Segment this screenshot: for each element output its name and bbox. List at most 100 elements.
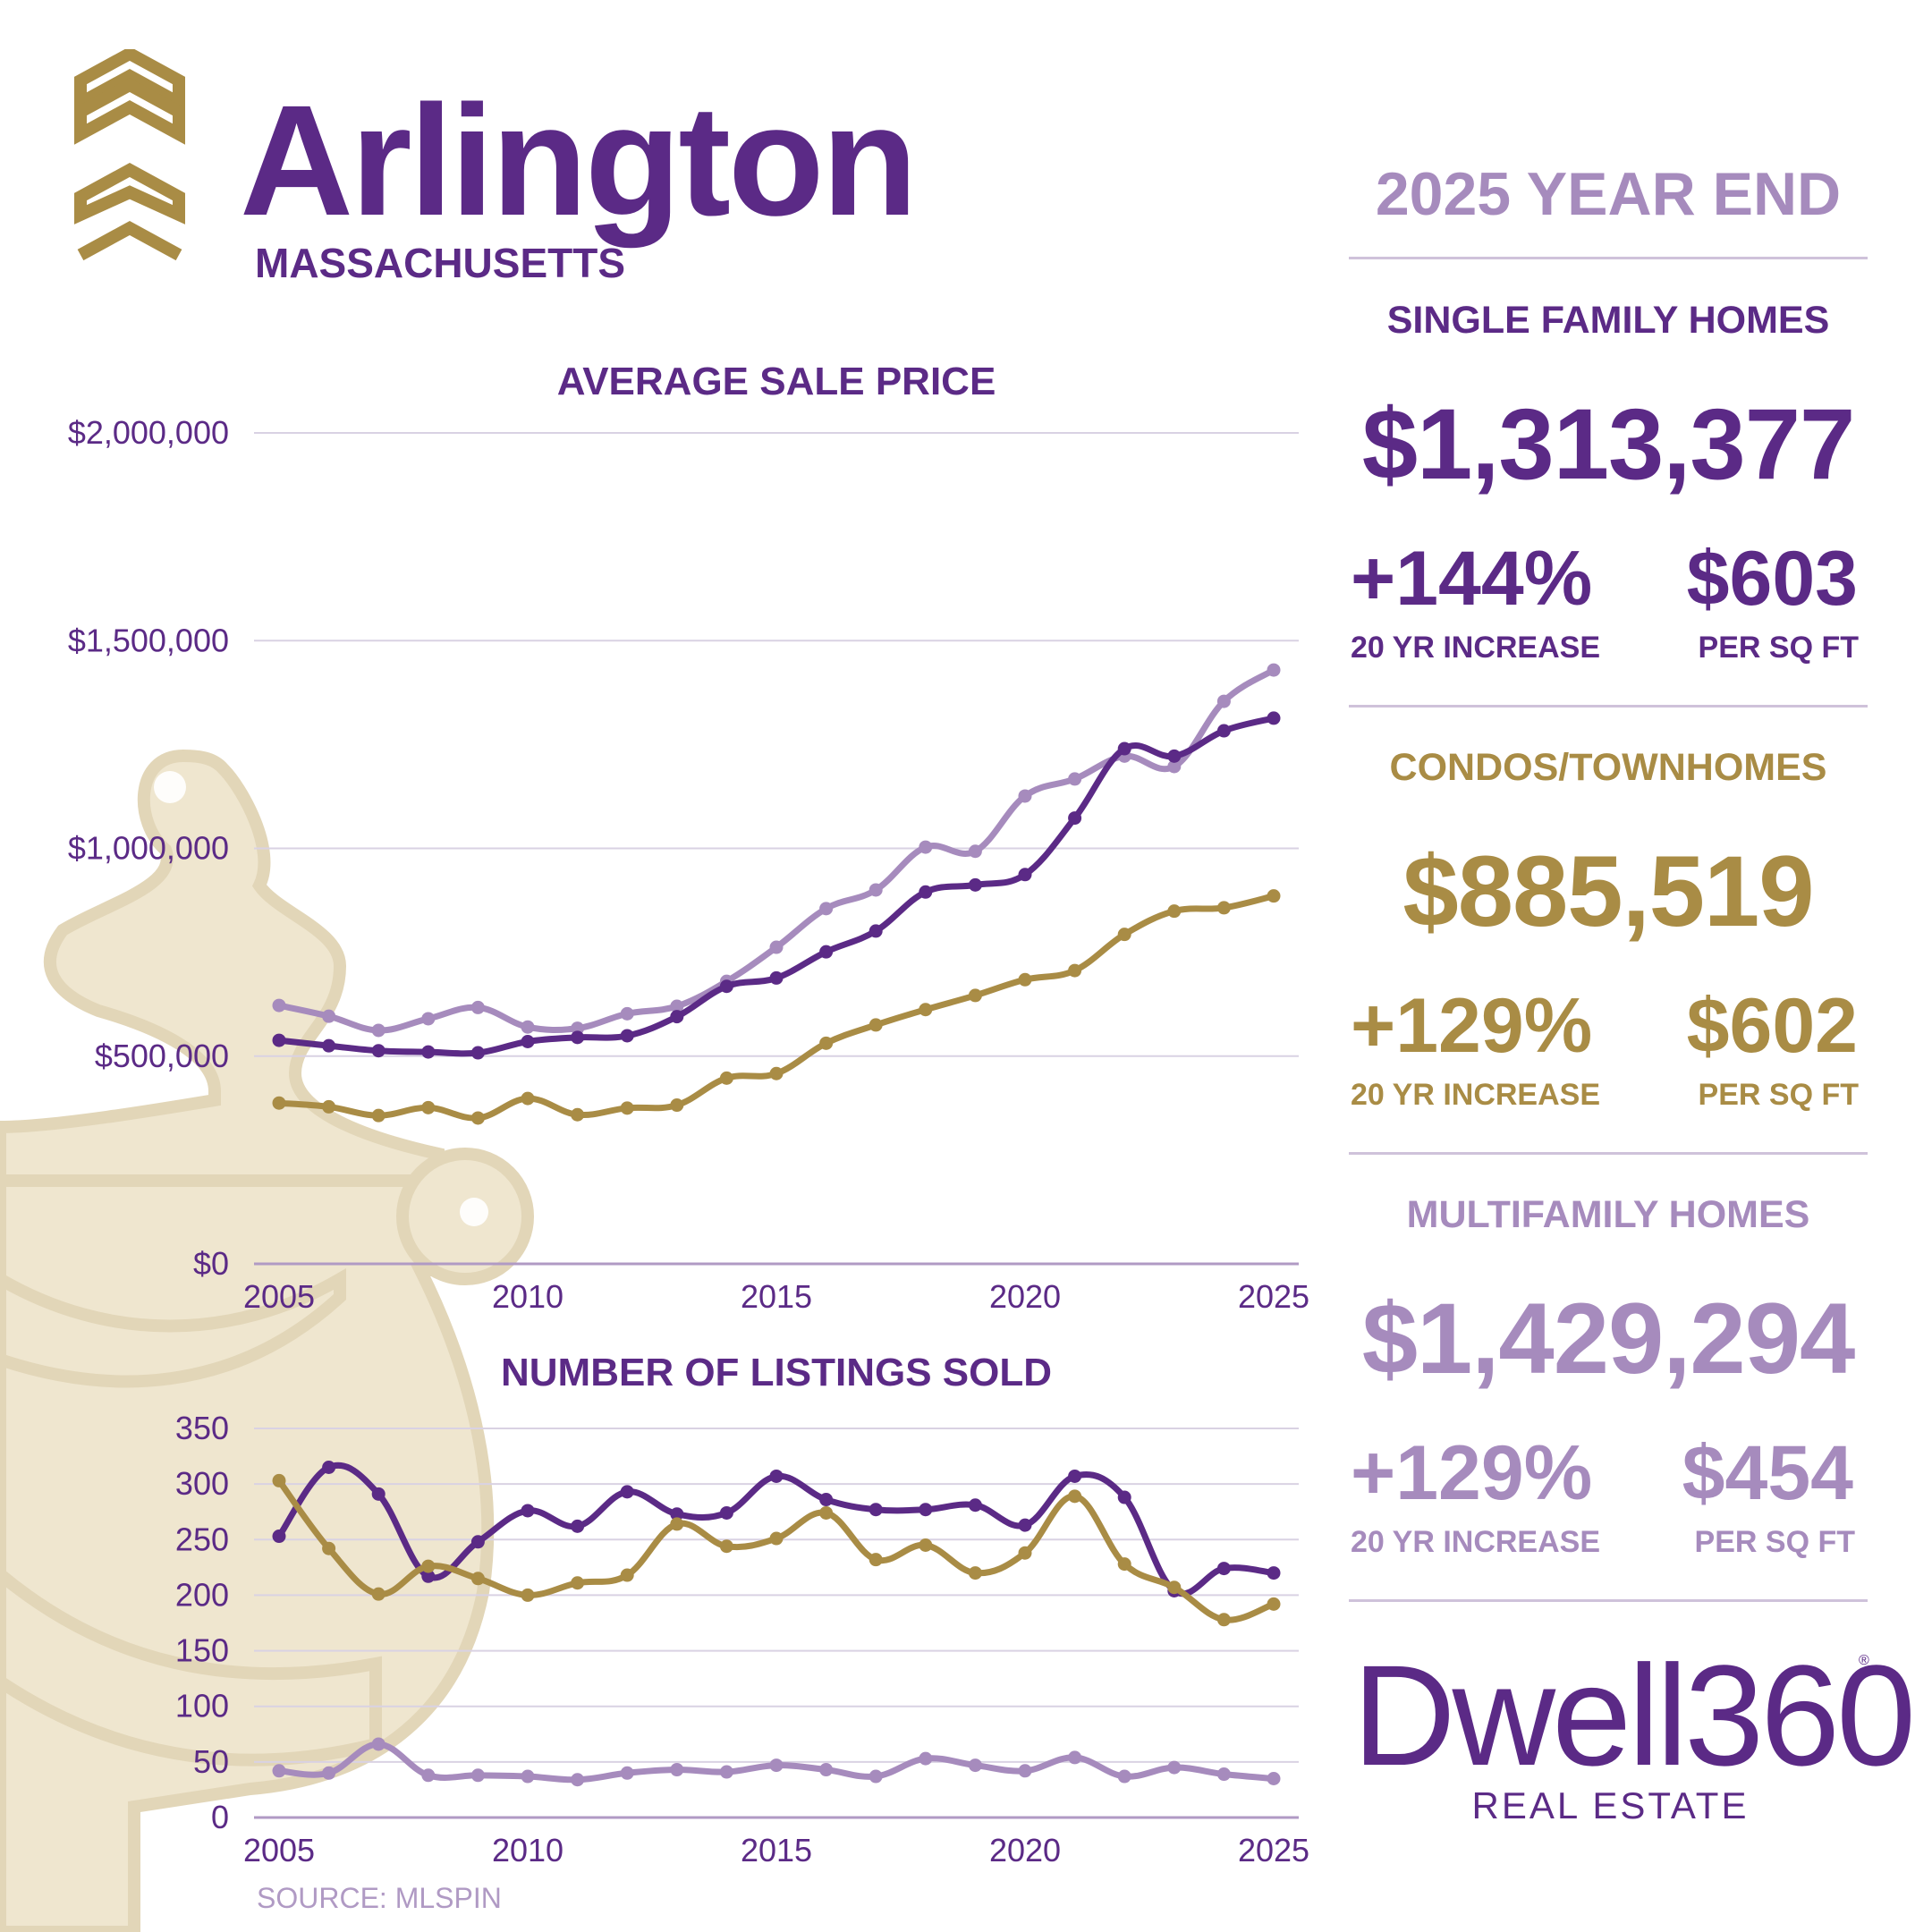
brand-logo: Dwell360	[1352, 1635, 1916, 1795]
data-point	[470, 1000, 485, 1014]
source-note: SOURCE: MLSPIN	[257, 1882, 502, 1914]
data-point	[1267, 1597, 1281, 1611]
data-point	[1068, 1469, 1082, 1483]
data-point	[1068, 963, 1082, 978]
y-tick-label: 100	[175, 1688, 229, 1724]
multifamily-per-sqft: $454	[1682, 1430, 1853, 1516]
data-point	[620, 1101, 634, 1115]
multifamily-increase: +129%	[1351, 1430, 1593, 1516]
data-point	[421, 1100, 436, 1114]
data-point	[421, 1559, 436, 1573]
data-point	[421, 1012, 436, 1026]
single-family-title: SINGLE FAMILY HOMES	[1386, 299, 1830, 342]
data-point	[1018, 1518, 1032, 1532]
data-point	[919, 1503, 933, 1517]
data-point	[819, 1493, 834, 1507]
data-point	[670, 1763, 684, 1777]
data-point	[1068, 1489, 1082, 1504]
data-point	[1018, 1546, 1032, 1560]
single-family-price: $1,313,377	[1361, 388, 1856, 500]
data-point	[670, 1517, 684, 1531]
data-point	[769, 1531, 784, 1546]
single-family-increase-label: 20 YR INCREASE	[1351, 631, 1601, 665]
y-tick-label: 200	[175, 1576, 229, 1613]
data-point	[470, 1046, 485, 1060]
data-point	[819, 945, 834, 959]
data-point	[470, 1535, 485, 1549]
multifamily-increase-label: 20 YR INCREASE	[1351, 1525, 1601, 1559]
x-tick-label: 2010	[492, 1832, 564, 1868]
data-point	[322, 1766, 336, 1780]
data-point	[521, 1769, 535, 1784]
data-point	[272, 1530, 286, 1544]
y-tick-label: 350	[175, 1410, 229, 1446]
data-point	[919, 1538, 933, 1552]
data-point	[371, 1587, 386, 1601]
data-point	[272, 1764, 286, 1778]
data-point	[1216, 724, 1231, 738]
data-point	[620, 1029, 634, 1043]
y-tick-label: $0	[193, 1245, 229, 1282]
data-point	[719, 979, 733, 994]
data-point	[421, 1569, 436, 1583]
data-point	[1018, 972, 1032, 987]
listings-chart-title: NUMBER OF LISTINGS SOLD	[501, 1351, 1052, 1394]
data-point	[769, 1066, 784, 1080]
y-tick-label: 0	[211, 1799, 229, 1835]
data-point	[571, 1107, 585, 1122]
data-point	[919, 1003, 933, 1017]
data-point	[571, 1773, 585, 1787]
data-point	[470, 1111, 485, 1125]
data-point	[322, 1461, 336, 1474]
data-point	[521, 1588, 535, 1602]
data-point	[1216, 1562, 1231, 1576]
data-point	[1216, 1613, 1231, 1627]
data-point	[1167, 759, 1182, 774]
data-point	[571, 1519, 585, 1533]
data-point	[968, 844, 982, 859]
data-point	[819, 902, 834, 916]
data-point	[719, 1505, 733, 1520]
data-point	[1167, 749, 1182, 763]
data-point	[1216, 901, 1231, 915]
y-tick-label: 250	[175, 1521, 229, 1557]
data-point	[670, 1507, 684, 1521]
data-point	[322, 1099, 336, 1114]
data-point	[919, 840, 933, 854]
data-point	[272, 1473, 286, 1487]
multifamily-title: MULTIFAMILY HOMES	[1406, 1193, 1810, 1236]
brand-tagline: REAL ESTATE	[1471, 1784, 1750, 1826]
data-point	[1167, 904, 1182, 919]
data-point	[322, 1541, 336, 1555]
data-point	[521, 1091, 535, 1106]
data-point	[1117, 928, 1131, 942]
data-point	[1018, 789, 1032, 803]
data-point	[521, 1034, 535, 1048]
x-tick-label: 2005	[243, 1832, 315, 1868]
data-point	[322, 1038, 336, 1053]
data-point	[919, 885, 933, 899]
condos-increase: +129%	[1351, 983, 1593, 1069]
chevrons-logo-icon	[74, 49, 185, 261]
single-family-increase: +144%	[1351, 536, 1593, 622]
data-point	[470, 1768, 485, 1783]
multifamily-per-sqft-label: PER SQ FT	[1694, 1525, 1855, 1559]
data-point	[919, 1751, 933, 1766]
data-point	[1267, 1772, 1281, 1785]
price-chart-title: AVERAGE SALE PRICE	[556, 360, 996, 403]
data-point	[1267, 663, 1281, 677]
data-point	[620, 1485, 634, 1499]
data-point	[719, 1539, 733, 1554]
data-point	[1117, 1769, 1131, 1784]
series-line	[275, 1477, 1277, 1623]
divider	[1349, 1599, 1868, 1602]
x-tick-label: 2015	[741, 1278, 812, 1315]
data-point	[620, 1568, 634, 1582]
data-point	[322, 1009, 336, 1023]
data-point	[670, 999, 684, 1013]
data-point	[719, 1765, 733, 1779]
data-point	[1167, 1580, 1182, 1595]
data-point	[1018, 1764, 1032, 1778]
data-point	[371, 1487, 386, 1501]
